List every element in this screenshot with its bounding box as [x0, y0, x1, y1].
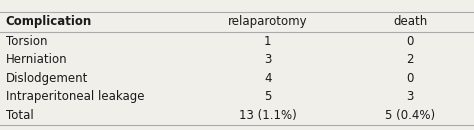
Text: 0: 0 [406, 35, 414, 48]
Text: Herniation: Herniation [6, 53, 67, 66]
Text: Dislodgement: Dislodgement [6, 72, 88, 85]
Text: 1: 1 [264, 35, 272, 48]
Text: death: death [393, 15, 427, 28]
Text: 5: 5 [264, 90, 272, 103]
Text: Intraperitoneal leakage: Intraperitoneal leakage [6, 90, 144, 103]
Text: 0: 0 [406, 72, 414, 85]
Text: 3: 3 [406, 90, 414, 103]
Text: Torsion: Torsion [6, 35, 47, 48]
Text: Total: Total [6, 109, 34, 122]
Text: 4: 4 [264, 72, 272, 85]
Text: 13 (1.1%): 13 (1.1%) [239, 109, 297, 122]
Text: relaparotomy: relaparotomy [228, 15, 308, 28]
Text: Complication: Complication [6, 15, 92, 28]
Text: 3: 3 [264, 53, 272, 66]
Text: 5 (0.4%): 5 (0.4%) [385, 109, 435, 122]
Text: 2: 2 [406, 53, 414, 66]
